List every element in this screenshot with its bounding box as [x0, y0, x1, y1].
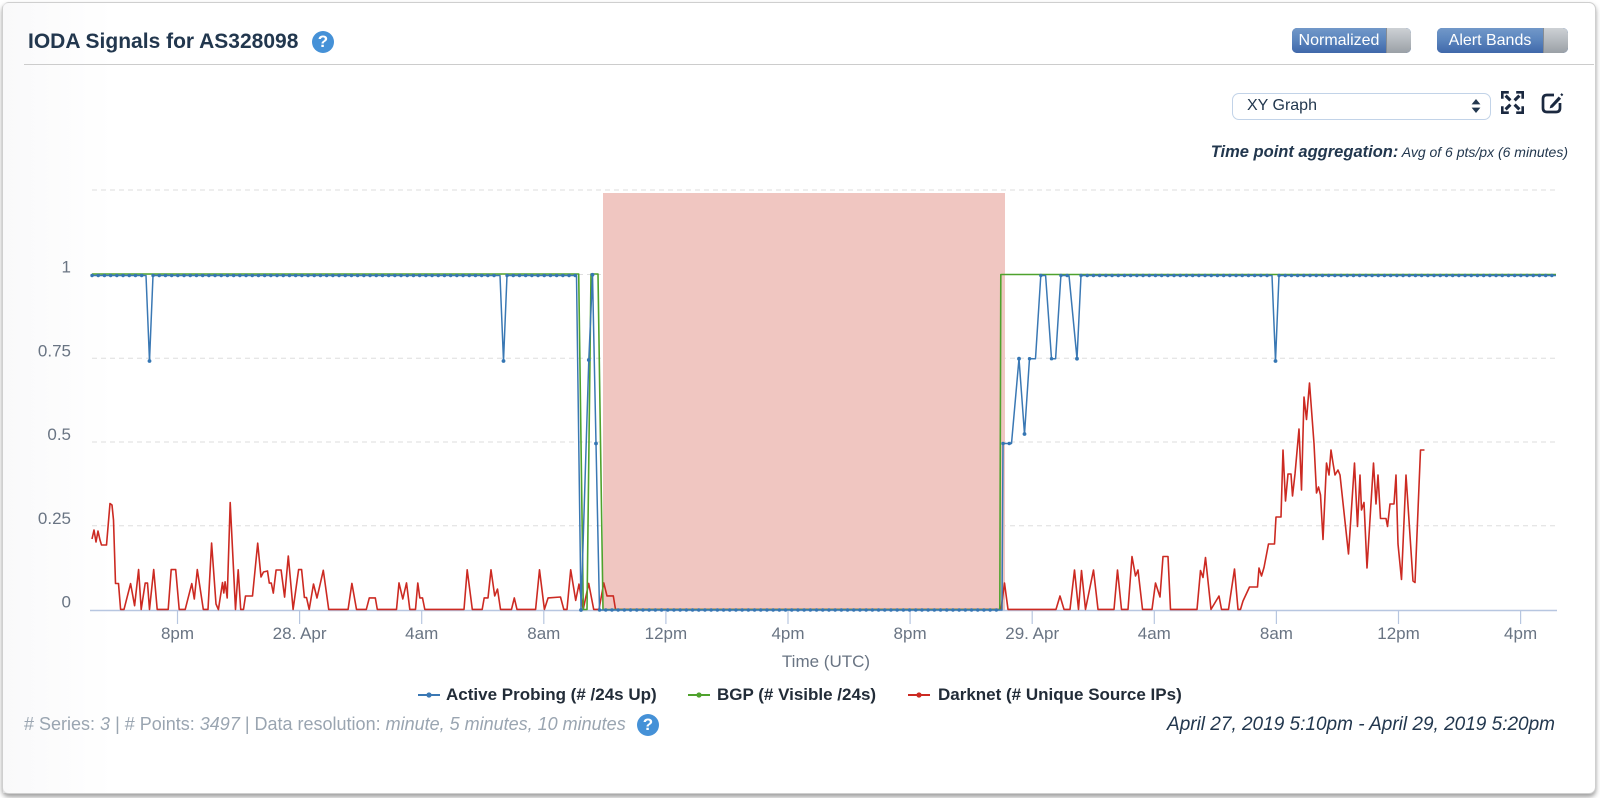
- svg-text:12pm: 12pm: [1377, 624, 1420, 643]
- svg-text:Time (UTC): Time (UTC): [782, 652, 870, 671]
- svg-text:0: 0: [62, 593, 71, 612]
- svg-text:8pm: 8pm: [161, 624, 194, 643]
- svg-text:29. Apr: 29. Apr: [1005, 624, 1059, 643]
- svg-text:28. Apr: 28. Apr: [273, 624, 327, 643]
- svg-text:0.75: 0.75: [38, 341, 71, 360]
- svg-text:0.5: 0.5: [47, 425, 71, 444]
- svg-text:4pm: 4pm: [771, 624, 804, 643]
- svg-text:0.25: 0.25: [38, 509, 71, 528]
- svg-text:4pm: 4pm: [1504, 624, 1537, 643]
- svg-text:1: 1: [62, 258, 71, 277]
- svg-text:12pm: 12pm: [645, 624, 688, 643]
- svg-text:8am: 8am: [1260, 624, 1293, 643]
- svg-text:4am: 4am: [1138, 624, 1171, 643]
- svg-text:8pm: 8pm: [894, 624, 927, 643]
- svg-text:4am: 4am: [405, 624, 438, 643]
- svg-text:8am: 8am: [527, 624, 560, 643]
